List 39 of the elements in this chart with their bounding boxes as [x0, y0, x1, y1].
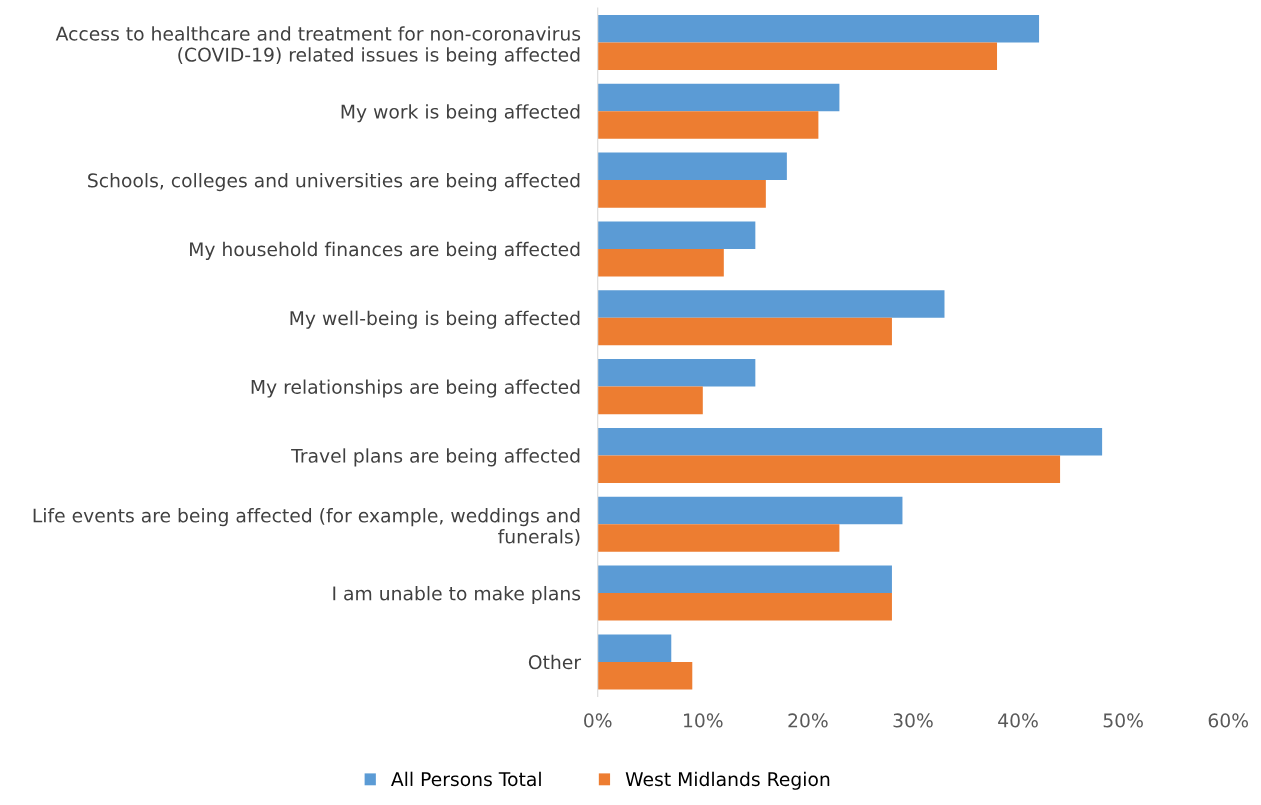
bar [597, 290, 945, 318]
bar [597, 111, 819, 139]
y-tick-label: My household finances are being affected [190, 241, 580, 260]
y-tick-label: My work is being affected [341, 104, 580, 123]
y-tick-label: Other [528, 654, 582, 670]
x-tick-label: 20% [788, 713, 828, 728]
legend-label: All Persons Total [391, 771, 541, 787]
legend-label: West Midlands Region [625, 771, 830, 790]
bar [597, 317, 892, 346]
bar [597, 221, 756, 249]
y-tick-label: My relationships are being affected [251, 379, 580, 398]
x-tick-label: 0% [584, 713, 612, 728]
y-tick-label: I am unable to make plans [333, 585, 581, 605]
bar [597, 180, 766, 208]
x-tick-label: 50% [1103, 713, 1143, 728]
bar [597, 14, 1040, 43]
x-tick-label: 40% [998, 713, 1038, 728]
y-tick-label: My well-being is being affected [290, 310, 580, 329]
bar [597, 661, 693, 690]
bar [597, 386, 703, 415]
bar [597, 42, 998, 70]
bar [597, 565, 892, 594]
y-tick-label: Schools, colleges and universities are being affected [88, 173, 580, 192]
bar [597, 455, 1061, 483]
x-tick-label: 10% [684, 713, 723, 728]
bar [597, 248, 724, 277]
bar [597, 427, 1103, 456]
x-tick-label: 60% [1208, 713, 1249, 728]
bar [597, 634, 672, 662]
bar [597, 496, 903, 525]
x-tick-label: 30% [893, 713, 933, 728]
bar [597, 593, 892, 621]
y-tick-label: Life events are being affected (for example, weddings and funerals) [33, 508, 580, 546]
bar [597, 83, 840, 112]
bar [597, 152, 787, 181]
y-tick-label: Travel plans are being affected [291, 448, 580, 467]
bar [597, 524, 840, 552]
bar [597, 359, 756, 387]
y-tick-label: Access to healthcare and treatment for non-coronavirus (COVID-19) related issues is being affected [55, 26, 581, 66]
